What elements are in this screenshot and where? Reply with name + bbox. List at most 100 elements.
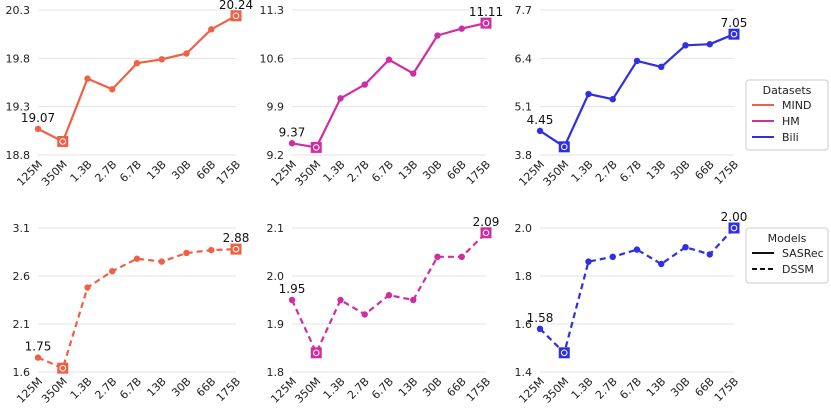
data-point — [658, 63, 665, 71]
extreme-square-marker — [480, 227, 492, 239]
x-tick-label: 175B — [214, 158, 243, 187]
data-point — [706, 41, 713, 48]
data-point — [609, 96, 616, 103]
legend-models: Models SASRec DSSM — [745, 227, 829, 284]
y-tick-label: 1.8 — [267, 366, 285, 379]
x-tick-label: 350M — [293, 158, 324, 189]
series-line — [291, 22, 487, 149]
x-tick-label: 6.7B — [617, 158, 644, 185]
data-label-first: 1.58 — [527, 311, 554, 325]
extreme-marker-ring — [232, 245, 240, 253]
x-tick-label: 30B — [420, 375, 444, 399]
x-tick-label: 125M — [268, 375, 299, 406]
data-point — [133, 59, 141, 67]
data-point — [633, 57, 641, 65]
data-point — [361, 81, 368, 88]
x-tick-label: 1.3B — [569, 158, 596, 185]
x-tick-label: 175B — [464, 158, 493, 187]
extreme-square-marker — [230, 10, 242, 22]
x-tick-label: 2.7B — [92, 158, 119, 185]
extreme-square-marker — [728, 28, 740, 40]
extreme-marker-ring — [482, 19, 490, 27]
data-label-last: 2.09 — [473, 215, 500, 229]
x-tick-label: 125M — [516, 375, 547, 406]
extreme-marker-ring — [560, 349, 568, 357]
data-point — [410, 70, 417, 77]
x-tick-label: 1.3B — [68, 375, 95, 402]
legend-label: DSSM — [782, 263, 814, 276]
y-tick-label: 1.6 — [515, 318, 533, 331]
data-point — [337, 296, 344, 304]
data-point — [34, 354, 42, 361]
x-tick-label: 350M — [39, 375, 70, 406]
data-point — [536, 127, 544, 135]
data-point — [84, 284, 91, 291]
x-tick-label: 2.7B — [593, 158, 620, 185]
y-tick-label: 9.9 — [267, 101, 285, 114]
y-tick-label: 20.3 — [6, 4, 31, 17]
data-point — [385, 56, 393, 63]
data-point — [609, 253, 616, 260]
data-point — [183, 249, 190, 257]
data-point — [84, 75, 91, 82]
legend-datasets: Datasets MIND HM Bili — [745, 79, 829, 151]
data-label-first: 9.37 — [279, 125, 306, 139]
data-point — [109, 268, 116, 275]
x-tick-label: 30B — [668, 158, 692, 182]
x-tick-label: 350M — [541, 375, 572, 406]
x-tick-label: 6.7B — [617, 375, 644, 402]
x-tick-label: 13B — [144, 375, 168, 399]
x-tick-label: 175B — [214, 375, 243, 404]
data-point — [337, 95, 344, 102]
extreme-square-marker — [558, 141, 570, 153]
extreme-square-marker — [480, 17, 492, 29]
data-label-first: 4.45 — [527, 113, 554, 127]
y-tick-label: 2.0 — [515, 222, 533, 235]
x-tick-label: 1.3B — [68, 158, 95, 185]
extreme-marker-ring — [232, 12, 240, 20]
data-point — [109, 86, 116, 93]
extreme-square-marker — [57, 135, 69, 147]
extreme-marker-ring — [730, 224, 738, 232]
extreme-square-marker — [310, 347, 322, 359]
extreme-marker-ring — [59, 138, 67, 145]
x-tick-label: 2.7B — [92, 375, 119, 402]
extreme-marker-ring — [59, 364, 67, 372]
data-point — [208, 246, 215, 254]
extreme-square-marker — [57, 362, 69, 374]
x-tick-label: 1.3B — [321, 158, 348, 185]
y-tick-label: 3.8 — [515, 149, 533, 162]
series-line — [37, 14, 237, 143]
x-tick-label: 6.7B — [369, 158, 396, 185]
data-point — [410, 296, 417, 304]
extreme-marker-ring — [312, 349, 320, 357]
x-tick-label: 1.3B — [321, 375, 348, 402]
data-point — [434, 253, 441, 260]
data-point — [158, 56, 165, 63]
extreme-square-marker — [310, 141, 322, 153]
y-tick-label: 1.6 — [13, 366, 31, 379]
data-point — [682, 42, 689, 49]
data-label-last: 11.11 — [469, 5, 503, 19]
data-label-first: 1.75 — [25, 340, 52, 354]
x-tick-label: 30B — [420, 158, 444, 182]
legend-label: Bili — [782, 131, 799, 144]
data-point — [682, 244, 689, 251]
x-tick-label: 175B — [464, 375, 493, 404]
y-tick-label: 19.8 — [6, 52, 31, 65]
series-line — [37, 248, 237, 370]
data-point — [536, 325, 544, 332]
y-tick-label: 10.6 — [260, 52, 285, 65]
x-tick-label: 1.3B — [569, 375, 596, 402]
data-point — [361, 311, 368, 318]
y-tick-label: 2.6 — [13, 270, 31, 283]
x-tick-label: 13B — [396, 158, 420, 182]
x-tick-label: 350M — [293, 375, 324, 406]
x-tick-label: 175B — [712, 375, 741, 404]
y-tick-label: 2.1 — [267, 222, 285, 235]
